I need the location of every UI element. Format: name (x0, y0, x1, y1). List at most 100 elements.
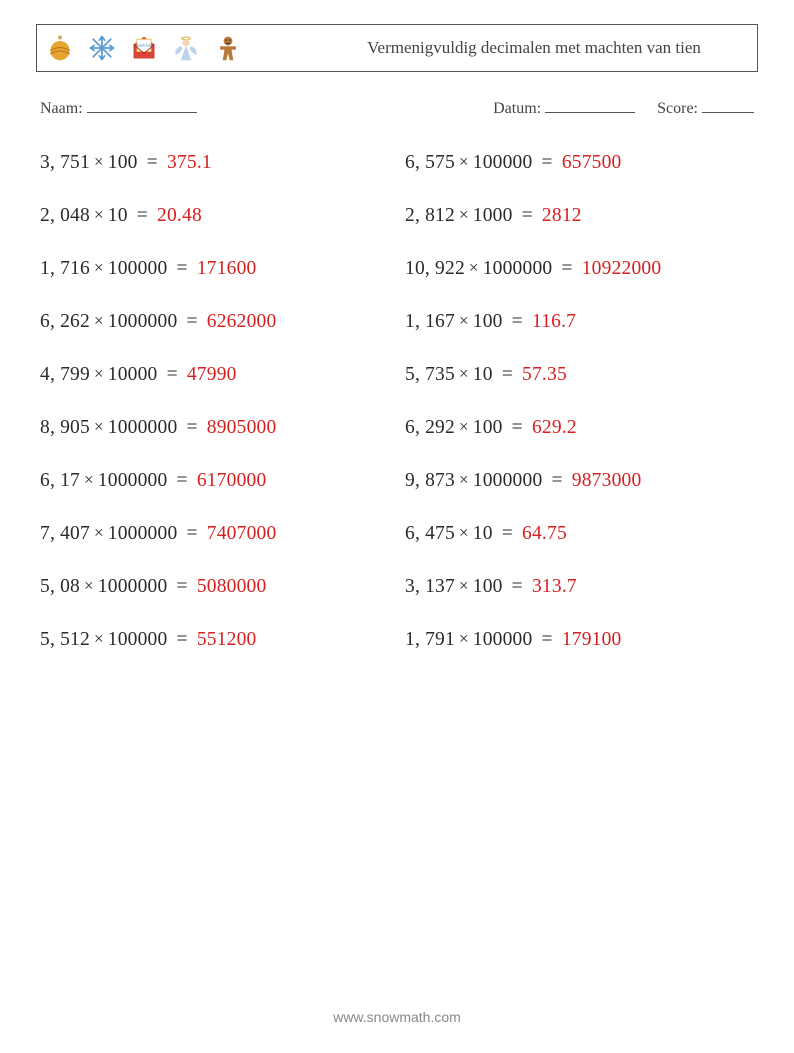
operand-a: 1, 716 (40, 258, 90, 279)
problem: 5, 735×10 = 57.35 (405, 364, 754, 386)
operand-b: 100 (473, 311, 503, 332)
operand-a: 5, 735 (405, 364, 455, 385)
answer: 551200 (197, 629, 257, 650)
multiply-symbol: × (459, 311, 469, 331)
operand-a: 6, 262 (40, 311, 90, 332)
equals-symbol: = (171, 258, 192, 279)
operand-b: 100000 (473, 629, 533, 650)
ornament-icon (45, 33, 75, 63)
answer: 313.7 (532, 576, 577, 597)
problem: 2, 048×10 = 20.48 (40, 205, 389, 227)
multiply-symbol: × (94, 364, 104, 384)
problem: 6, 575×100000 = 657500 (405, 152, 754, 174)
problem: 7, 407×1000000 = 7407000 (40, 523, 389, 545)
answer: 375.1 (167, 152, 212, 173)
multiply-symbol: × (94, 523, 104, 543)
operand-a: 1, 791 (405, 629, 455, 650)
gingerbread-icon (213, 33, 243, 63)
score-blank[interactable] (702, 98, 754, 113)
operand-a: 3, 137 (405, 576, 455, 597)
problem: 5, 08×1000000 = 5080000 (40, 576, 389, 598)
answer: 116.7 (532, 311, 576, 332)
svg-text:wish list: wish list (136, 43, 152, 48)
answer: 20.48 (157, 205, 202, 226)
operand-a: 5, 512 (40, 629, 90, 650)
operand-a: 8, 905 (40, 417, 90, 438)
answer: 47990 (187, 364, 237, 385)
equals-symbol: = (181, 311, 202, 332)
worksheet-title: Vermenigvuldig decimalen met machten van… (243, 38, 749, 58)
equals-symbol: = (507, 311, 528, 332)
equals-symbol: = (507, 576, 528, 597)
date-blank[interactable] (545, 98, 635, 113)
multiply-symbol: × (459, 576, 469, 596)
operand-a: 7, 407 (40, 523, 90, 544)
operand-a: 5, 08 (40, 576, 80, 597)
multiply-symbol: × (469, 258, 479, 278)
problem: 6, 17×1000000 = 6170000 (40, 470, 389, 492)
operand-a: 6, 575 (405, 152, 455, 173)
multiply-symbol: × (84, 576, 94, 596)
equals-symbol: = (171, 629, 192, 650)
worksheet-header: wish list (36, 24, 758, 72)
score-label: Score: (657, 100, 698, 117)
operand-b: 1000000 (108, 311, 178, 332)
operand-b: 1000000 (483, 258, 553, 279)
operand-a: 4, 799 (40, 364, 90, 385)
equals-symbol: = (162, 364, 183, 385)
operand-b: 100 (473, 576, 503, 597)
equals-symbol: = (181, 523, 202, 544)
operand-a: 9, 873 (405, 470, 455, 491)
problem: 1, 791×100000 = 179100 (405, 629, 754, 651)
operand-b: 100 (108, 152, 138, 173)
answer: 64.75 (522, 523, 567, 544)
operand-b: 100000 (473, 152, 533, 173)
multiply-symbol: × (94, 205, 104, 225)
envelope-icon: wish list (129, 33, 159, 63)
answer: 9873000 (572, 470, 642, 491)
equals-symbol: = (507, 417, 528, 438)
operand-b: 10 (108, 205, 128, 226)
multiply-symbol: × (94, 417, 104, 437)
problem: 10, 922×1000000 = 10922000 (405, 258, 754, 280)
answer: 5080000 (197, 576, 267, 597)
equals-symbol: = (497, 364, 518, 385)
operand-b: 100000 (108, 629, 168, 650)
operand-b: 10 (473, 523, 493, 544)
name-blank[interactable] (87, 98, 197, 113)
operand-a: 10, 922 (405, 258, 465, 279)
answer: 57.35 (522, 364, 567, 385)
operand-a: 2, 812 (405, 205, 455, 226)
multiply-symbol: × (459, 205, 469, 225)
name-label: Naam: (40, 100, 83, 117)
date-label: Datum: (493, 100, 541, 117)
meta-row: Naam: Datum: Score: (36, 98, 758, 118)
multiply-symbol: × (459, 523, 469, 543)
problem: 4, 799×10000 = 47990 (40, 364, 389, 386)
answer: 171600 (197, 258, 257, 279)
operand-b: 1000000 (98, 576, 168, 597)
answer: 8905000 (207, 417, 277, 438)
answer: 2812 (542, 205, 582, 226)
score-field: Score: (657, 98, 754, 118)
problem: 1, 167×100 = 116.7 (405, 311, 754, 333)
problem: 3, 137×100 = 313.7 (405, 576, 754, 598)
equals-symbol: = (171, 470, 192, 491)
problem: 3, 751×100 = 375.1 (40, 152, 389, 174)
equals-symbol: = (132, 205, 153, 226)
multiply-symbol: × (94, 311, 104, 331)
equals-symbol: = (546, 470, 567, 491)
footer-url: www.snowmath.com (0, 1009, 794, 1025)
equals-symbol: = (536, 629, 557, 650)
answer: 179100 (562, 629, 622, 650)
name-field: Naam: (40, 98, 493, 118)
equals-symbol: = (142, 152, 163, 173)
problem: 5, 512×100000 = 551200 (40, 629, 389, 651)
operand-b: 10000 (108, 364, 158, 385)
multiply-symbol: × (94, 152, 104, 172)
problem: 2, 812×1000 = 2812 (405, 205, 754, 227)
answer: 10922000 (582, 258, 662, 279)
problem: 1, 716×100000 = 171600 (40, 258, 389, 280)
multiply-symbol: × (459, 470, 469, 490)
equals-symbol: = (181, 417, 202, 438)
